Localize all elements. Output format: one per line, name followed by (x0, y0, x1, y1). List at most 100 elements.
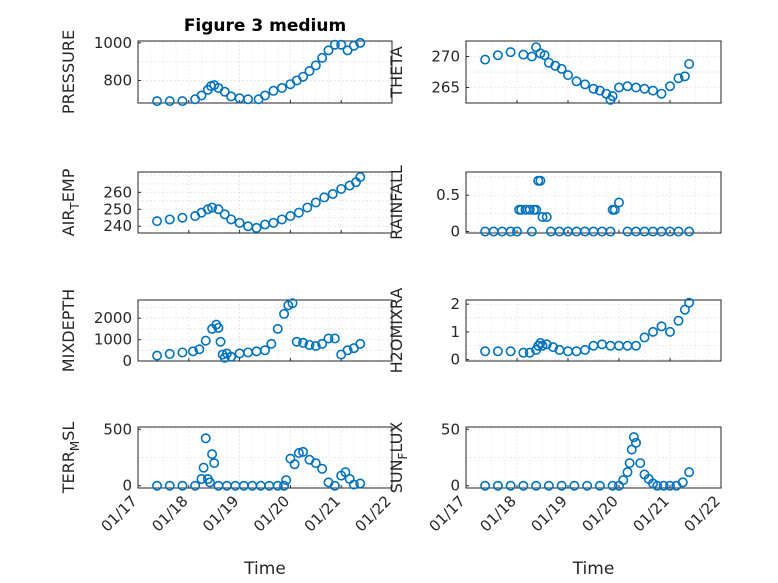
series-markers (480, 175, 695, 237)
data-point (177, 347, 188, 358)
data-point (198, 462, 209, 473)
data-point (329, 39, 340, 50)
data-point (505, 226, 516, 237)
data-point (630, 340, 641, 351)
x-axis-label: Time (572, 559, 615, 579)
data-point (624, 458, 635, 469)
data-point (656, 88, 667, 99)
data-point (537, 340, 548, 351)
data-point (213, 204, 224, 215)
data-point (329, 333, 340, 344)
data-point (298, 446, 309, 457)
data-point (204, 477, 215, 488)
data-point (526, 226, 537, 237)
data-point (152, 480, 163, 491)
data-point (607, 480, 618, 491)
y-tick-label: 1 (450, 323, 460, 341)
data-point (607, 91, 618, 102)
data-point (348, 479, 359, 490)
data-point (355, 338, 366, 349)
y-axis-label: PRESSURE (59, 30, 78, 114)
data-point (302, 202, 313, 213)
y-tick-label: 250 (103, 200, 132, 218)
data-point (200, 433, 211, 444)
y-tick-label: 1000 (94, 34, 132, 52)
data-point (652, 480, 663, 491)
y-tick-label: 265 (431, 79, 460, 97)
data-point (531, 480, 542, 491)
data-point (679, 304, 690, 315)
data-point (310, 197, 321, 208)
data-point (323, 45, 334, 56)
y-tick-label: 0 (450, 223, 460, 241)
data-point (480, 346, 491, 357)
data-point (215, 336, 226, 347)
axes-box (137, 40, 393, 104)
data-point (647, 326, 658, 337)
data-point (355, 172, 366, 183)
series-markers (480, 297, 695, 358)
y-axis-label: H2OMIXRA (387, 288, 406, 374)
data-point (524, 347, 535, 358)
data-point (226, 214, 237, 225)
chart-title: Figure 3 medium (184, 16, 346, 36)
data-point (289, 459, 300, 470)
data-point (628, 432, 639, 443)
x-tick-label: 01/20 (250, 492, 293, 535)
data-point (234, 217, 245, 228)
data-point (579, 79, 590, 90)
data-point (355, 478, 366, 489)
data-point (618, 475, 629, 486)
x-tick-label: 01/18 (148, 492, 191, 535)
data-point (664, 81, 675, 92)
data-point (336, 183, 347, 194)
data-point (272, 323, 283, 334)
x-tick-label: 01/21 (301, 492, 344, 535)
axes-frame (465, 426, 722, 489)
data-point (518, 480, 529, 491)
data-point (190, 480, 201, 491)
data-point (194, 344, 205, 355)
y-tick-label: 240 (103, 217, 132, 235)
data-point (319, 192, 330, 203)
data-point (630, 437, 641, 448)
subplot-2: 265 270 THETA (387, 40, 722, 105)
data-point (569, 480, 580, 491)
data-point (639, 332, 650, 343)
x-tick-label: 01/20 (579, 492, 622, 535)
data-point (196, 90, 207, 101)
x-tick-label: 01/19 (199, 492, 242, 535)
data-point (152, 350, 163, 361)
data-point (207, 449, 218, 460)
data-point (317, 463, 328, 474)
data-point (188, 346, 199, 357)
data-point (543, 480, 554, 491)
x-tick-label: 01/19 (528, 492, 571, 535)
y-axis-label: TERRMSL (59, 422, 82, 495)
x-tick-label: 01/17 (98, 492, 141, 535)
data-point (355, 37, 366, 48)
data-point (511, 226, 522, 237)
data-point (298, 71, 309, 82)
data-point (647, 85, 658, 96)
data-point (684, 467, 695, 478)
data-point (673, 315, 684, 326)
data-point (348, 40, 359, 51)
data-point (152, 96, 163, 107)
data-point (164, 214, 175, 225)
data-point (285, 211, 296, 222)
data-point (492, 346, 503, 357)
subplot-5: 0 1000 2000 MIXDEPTH (59, 289, 393, 372)
data-point (594, 480, 605, 491)
data-point (579, 344, 590, 355)
data-point (526, 51, 537, 62)
y-axis-label: THETA (387, 46, 406, 98)
data-point (207, 202, 218, 213)
data-point (293, 207, 304, 218)
axes-frame (465, 171, 722, 234)
y-tick-label: 2000 (94, 309, 132, 327)
data-point (259, 90, 270, 101)
data-point (219, 209, 230, 220)
data-point (323, 333, 334, 344)
